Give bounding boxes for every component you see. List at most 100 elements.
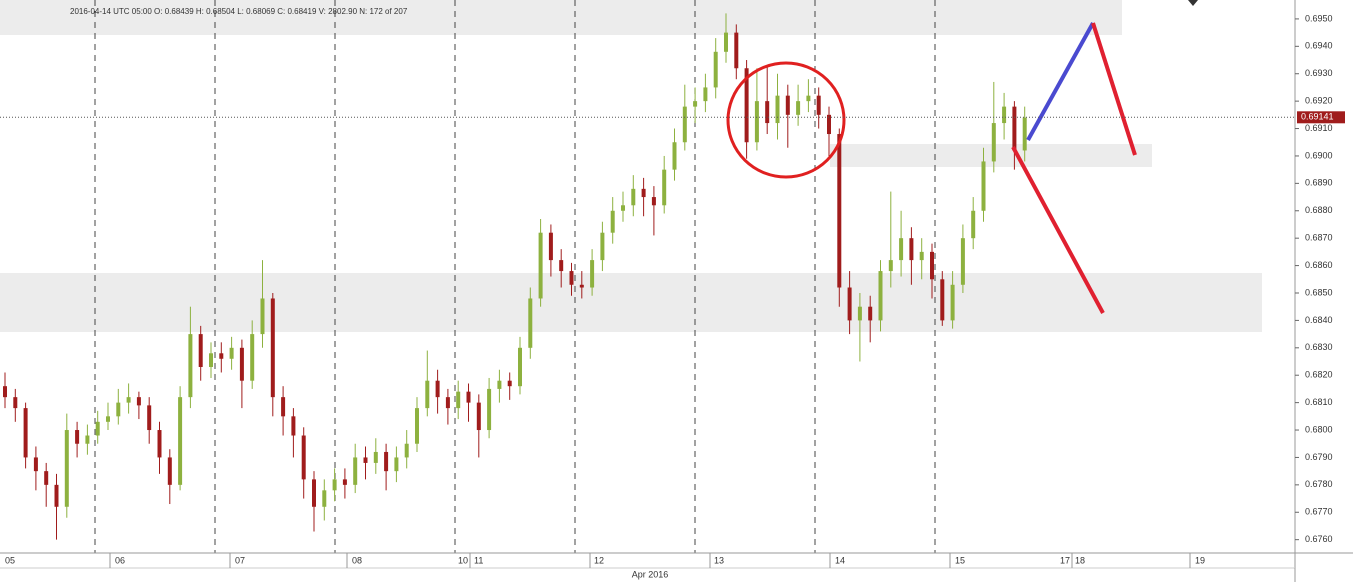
- x-tick-label: 08: [352, 555, 362, 565]
- candle-body: [425, 380, 430, 409]
- menu-arrow[interactable]: [1188, 0, 1198, 6]
- y-tick-label: 0.6950: [1305, 13, 1333, 23]
- candle-body: [3, 386, 7, 398]
- candle-body: [157, 430, 162, 458]
- x-tick-label: 11: [474, 555, 483, 565]
- candle-body: [868, 306, 873, 321]
- circle-annotation: [726, 61, 846, 179]
- plot: [3, 13, 1027, 540]
- y-tick-label: 0.6930: [1305, 68, 1333, 78]
- candle-body: [126, 397, 131, 403]
- candle-body: [332, 479, 337, 491]
- candle-body: [651, 197, 656, 206]
- x-tick-label: 17: [1060, 555, 1070, 565]
- candle-body: [250, 334, 255, 381]
- candle-body: [95, 421, 100, 436]
- candle-body: [631, 188, 636, 206]
- candle-body: [713, 51, 718, 88]
- candle-body: [219, 353, 224, 359]
- candle-body: [590, 260, 595, 288]
- candle-body: [682, 106, 687, 143]
- candle-body: [528, 298, 533, 348]
- candle-body: [847, 287, 852, 321]
- candle-body: [1022, 117, 1027, 151]
- candle-body: [301, 435, 306, 480]
- projection-line: [1011, 146, 1105, 314]
- candle-body: [476, 402, 481, 431]
- candle-body: [384, 451, 389, 472]
- candle-body: [239, 347, 244, 381]
- last-price-box: [1297, 111, 1345, 124]
- candle-body: [806, 95, 811, 102]
- candle-body: [734, 32, 739, 69]
- x-tick-label: 05: [5, 555, 15, 565]
- x-tick-label: 13: [714, 555, 724, 565]
- candle-body: [394, 457, 399, 472]
- candle-body: [85, 435, 90, 444]
- zone: [830, 144, 1152, 167]
- candle-body: [621, 205, 625, 211]
- y-tick-label: 0.6870: [1305, 233, 1333, 243]
- candle-body: [312, 479, 316, 507]
- candle-body: [837, 134, 842, 288]
- candle-body: [404, 443, 409, 458]
- candle-body: [466, 391, 471, 403]
- candle-body: [960, 238, 965, 285]
- candle-body: [857, 306, 862, 321]
- month-label: Apr 2016: [632, 569, 669, 579]
- candle-body: [518, 347, 522, 387]
- x-tick-label: 15: [955, 555, 965, 565]
- candle-body: [950, 284, 955, 321]
- candle-body: [744, 68, 749, 143]
- candle-body: [816, 95, 821, 115]
- x-tick-label: 07: [235, 555, 245, 565]
- candle-body: [765, 101, 770, 124]
- candle-body: [724, 32, 728, 52]
- zone: [0, 0, 1122, 35]
- y-tick-label: 0.6810: [1305, 397, 1333, 407]
- x-tick-label: 18: [1075, 555, 1085, 565]
- candle-body: [538, 232, 543, 299]
- candle-body: [147, 405, 152, 431]
- candle-body: [559, 260, 564, 272]
- candle-body: [373, 451, 378, 463]
- y-tick-label: 0.6910: [1305, 123, 1333, 133]
- candle-body: [672, 142, 677, 170]
- candle-body: [507, 380, 512, 387]
- candle-body: [827, 114, 831, 135]
- candle-body: [487, 388, 492, 431]
- last-price-label: 0.69141: [1301, 112, 1334, 122]
- projection-line: [1026, 22, 1095, 141]
- y-tick-label: 0.6920: [1305, 96, 1333, 106]
- candle-body: [569, 271, 574, 285]
- candle-body: [579, 284, 584, 288]
- candle-body: [693, 101, 698, 107]
- candle-body: [136, 397, 141, 406]
- candle-body: [641, 188, 646, 198]
- candle-body: [930, 251, 934, 280]
- y-tick-label: 0.6770: [1305, 507, 1333, 517]
- candle-body: [415, 408, 419, 444]
- y-tick-label: 0.6780: [1305, 479, 1333, 489]
- candle-body: [981, 161, 986, 211]
- x-tick-label: 12: [594, 555, 604, 565]
- y-tick-label: 0.6880: [1305, 205, 1333, 215]
- candle-body: [209, 353, 213, 367]
- candle-body: [106, 416, 110, 422]
- candle-body: [33, 457, 38, 472]
- candle-body: [291, 416, 296, 436]
- candle-body: [456, 391, 461, 409]
- candle-body: [785, 95, 790, 115]
- candle-body: [600, 232, 605, 261]
- candle-body: [775, 95, 780, 124]
- candle-body: [1002, 106, 1007, 124]
- y-tick-label: 0.6890: [1305, 178, 1333, 188]
- candle-body: [167, 457, 172, 485]
- candle-body: [610, 210, 615, 233]
- candle-body: [888, 260, 893, 272]
- candle-body: [899, 238, 904, 261]
- candle-body: [116, 402, 121, 417]
- y-tick-label: 0.6760: [1305, 534, 1333, 544]
